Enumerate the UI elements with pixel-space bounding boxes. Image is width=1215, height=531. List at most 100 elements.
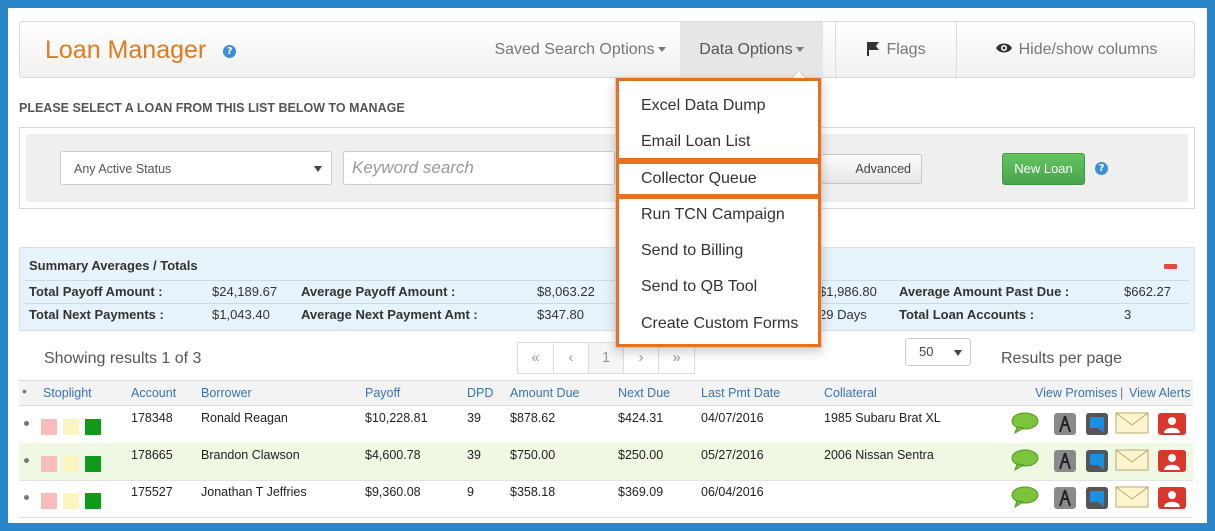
hide-show-label: Hide/show columns <box>1018 41 1158 58</box>
chevron-down-icon <box>795 47 804 53</box>
chat-icon[interactable] <box>1011 486 1039 510</box>
help-icon[interactable]: ? <box>223 44 237 58</box>
phone-tower-icon[interactable] <box>1053 412 1079 436</box>
advanced-search-button[interactable]: Advanced Search <box>815 154 922 184</box>
select-all-bullet[interactable]: • <box>22 383 27 399</box>
stoplight-green[interactable] <box>85 419 101 435</box>
summary-value: $1,043.40 <box>212 307 270 322</box>
phone-tower-icon[interactable] <box>1053 486 1079 510</box>
keyword-search-input[interactable]: Keyword search <box>343 151 615 185</box>
stoplight-red[interactable] <box>41 419 57 435</box>
row-bullet[interactable] <box>24 495 29 500</box>
view-alerts-link[interactable]: View Alerts <box>1129 386 1191 400</box>
envelope-icon[interactable] <box>1115 449 1149 473</box>
chevron-down-icon <box>314 166 322 172</box>
dropdown-pointer <box>792 71 806 79</box>
dpd-cell: 9 <box>467 485 474 499</box>
person-icon[interactable] <box>1157 486 1186 510</box>
menu-item-email-loan-list[interactable]: Email Loan List <box>641 133 751 150</box>
next-due-cell: $369.09 <box>618 485 664 499</box>
borrower-cell: Brandon Clawson <box>201 448 300 462</box>
column-header-collateral[interactable]: Collateral <box>824 386 877 400</box>
message-icon[interactable] <box>1085 412 1111 436</box>
stoplight-yellow[interactable] <box>63 456 79 472</box>
table-row[interactable]: 175527 Jonathan T Jeffries $9,360.08 9 $358.… <box>19 480 1193 518</box>
menu-item-run-tcn-campaign[interactable]: Run TCN Campaign <box>641 206 785 223</box>
flags-label: Flags <box>886 41 926 58</box>
first-page-button[interactable]: « <box>517 342 554 374</box>
summary-heading: Summary Averages / Totals <box>29 258 198 273</box>
account-cell: 175527 <box>131 485 173 499</box>
stoplight-red[interactable] <box>41 456 57 472</box>
chat-icon[interactable] <box>1011 412 1039 436</box>
menu-item-excel-data-dump[interactable]: Excel Data Dump <box>641 97 766 114</box>
menu-item-send-to-billing[interactable]: Send to Billing <box>641 242 744 259</box>
search-panel: Any Active Status Keyword search Advance… <box>19 127 1195 209</box>
summary-value: $662.27 <box>1124 284 1171 299</box>
help-icon[interactable]: ? <box>1095 162 1108 175</box>
message-icon[interactable] <box>1085 486 1111 510</box>
borrower-cell: Ronald Reagan <box>201 411 288 425</box>
stoplight-green[interactable] <box>85 456 101 472</box>
row-bullet[interactable] <box>24 421 29 426</box>
results-per-page-value: 50 <box>919 344 934 359</box>
collateral-cell: 2006 Nissan Sentra <box>824 448 934 462</box>
flags-button[interactable]: Flags <box>835 22 956 77</box>
page-number-button[interactable]: 1 <box>588 342 624 374</box>
results-per-page-label: Results per page <box>1001 350 1122 367</box>
column-header-dpd[interactable]: DPD <box>467 386 494 400</box>
table-row[interactable]: 178665 Brandon Clawson $4,600.78 39 $750.00 $… <box>19 443 1193 481</box>
summary-label: Average Next Payment Amt : <box>301 307 478 322</box>
column-header-stoplight[interactable]: Stoplight <box>43 386 92 400</box>
summary-label: Total Loan Accounts : <box>899 307 1035 322</box>
summary-value: $347.80 <box>537 307 584 322</box>
stoplight-yellow[interactable] <box>63 493 79 509</box>
stoplight-yellow[interactable] <box>63 419 79 435</box>
stoplight-green[interactable] <box>85 493 101 509</box>
app-frame: Loan Manager ? Saved Search Options Data… <box>8 8 1207 523</box>
prev-page-button[interactable]: ‹ <box>553 342 589 374</box>
column-header-account[interactable]: Account <box>131 386 177 400</box>
saved-search-options-menu[interactable]: Saved Search Options <box>480 22 680 77</box>
results-per-page-select[interactable]: 50 <box>905 338 971 366</box>
envelope-icon[interactable] <box>1115 412 1149 436</box>
new-loan-button[interactable]: New Loan <box>1002 153 1085 185</box>
person-icon[interactable] <box>1157 449 1186 473</box>
summary-label: Total Next Payments : <box>29 307 164 322</box>
borrower-cell: Jonathan T Jeffries <box>201 485 307 499</box>
keyword-search-placeholder: Keyword search <box>352 158 474 177</box>
view-promises-link[interactable]: View Promises <box>1035 386 1118 400</box>
app-title-text: Loan Manager <box>45 36 207 64</box>
stoplight-red[interactable] <box>41 493 57 509</box>
last-pmt-date-cell: 05/27/2016 <box>701 448 764 462</box>
menu-item-send-to-qb-tool[interactable]: Send to QB Tool <box>641 278 758 295</box>
column-header-borrower[interactable]: Borrower <box>201 386 252 400</box>
results-count: Showing results 1 of 3 <box>44 350 202 367</box>
menu-item-collector-queue[interactable]: Collector Queue <box>641 170 757 187</box>
column-header-payoff[interactable]: Payoff <box>365 386 401 400</box>
column-header-amount-due[interactable]: Amount Due <box>510 386 580 400</box>
column-header-last-pmt-date[interactable]: Last Pmt Date <box>701 386 781 400</box>
phone-tower-icon[interactable] <box>1053 449 1079 473</box>
payoff-cell: $4,600.78 <box>365 448 421 462</box>
column-header-next-due[interactable]: Next Due <box>618 386 671 400</box>
summary-panel: Summary Averages / Totals Total Payoff A… <box>19 247 1195 331</box>
hide-show-columns-button[interactable]: Hide/show columns <box>956 22 1195 77</box>
highlight-box <box>616 161 821 197</box>
amount-due-cell: $358.18 <box>510 485 556 499</box>
row-bullet[interactable] <box>24 458 29 463</box>
envelope-icon[interactable] <box>1115 486 1149 510</box>
next-due-cell: $424.31 <box>618 411 664 425</box>
person-icon[interactable] <box>1157 412 1186 436</box>
message-icon[interactable] <box>1085 449 1111 473</box>
data-options-menu[interactable]: Data Options <box>680 22 823 77</box>
search-panel-inner: Any Active Status Keyword search Advance… <box>26 134 1188 202</box>
data-options-dropdown <box>615 78 822 348</box>
table-row[interactable]: 178348 Ronald Reagan $10,228.81 39 $878.62 $4… <box>19 406 1193 444</box>
chat-icon[interactable] <box>1011 449 1039 473</box>
collapse-icon[interactable] <box>1164 264 1177 269</box>
menu-item-create-custom-forms[interactable]: Create Custom Forms <box>641 315 799 332</box>
summary-label: Total Payoff Amount : <box>29 284 163 299</box>
summary-value: $8,063.22 <box>537 284 595 299</box>
status-select[interactable]: Any Active Status <box>60 151 332 185</box>
